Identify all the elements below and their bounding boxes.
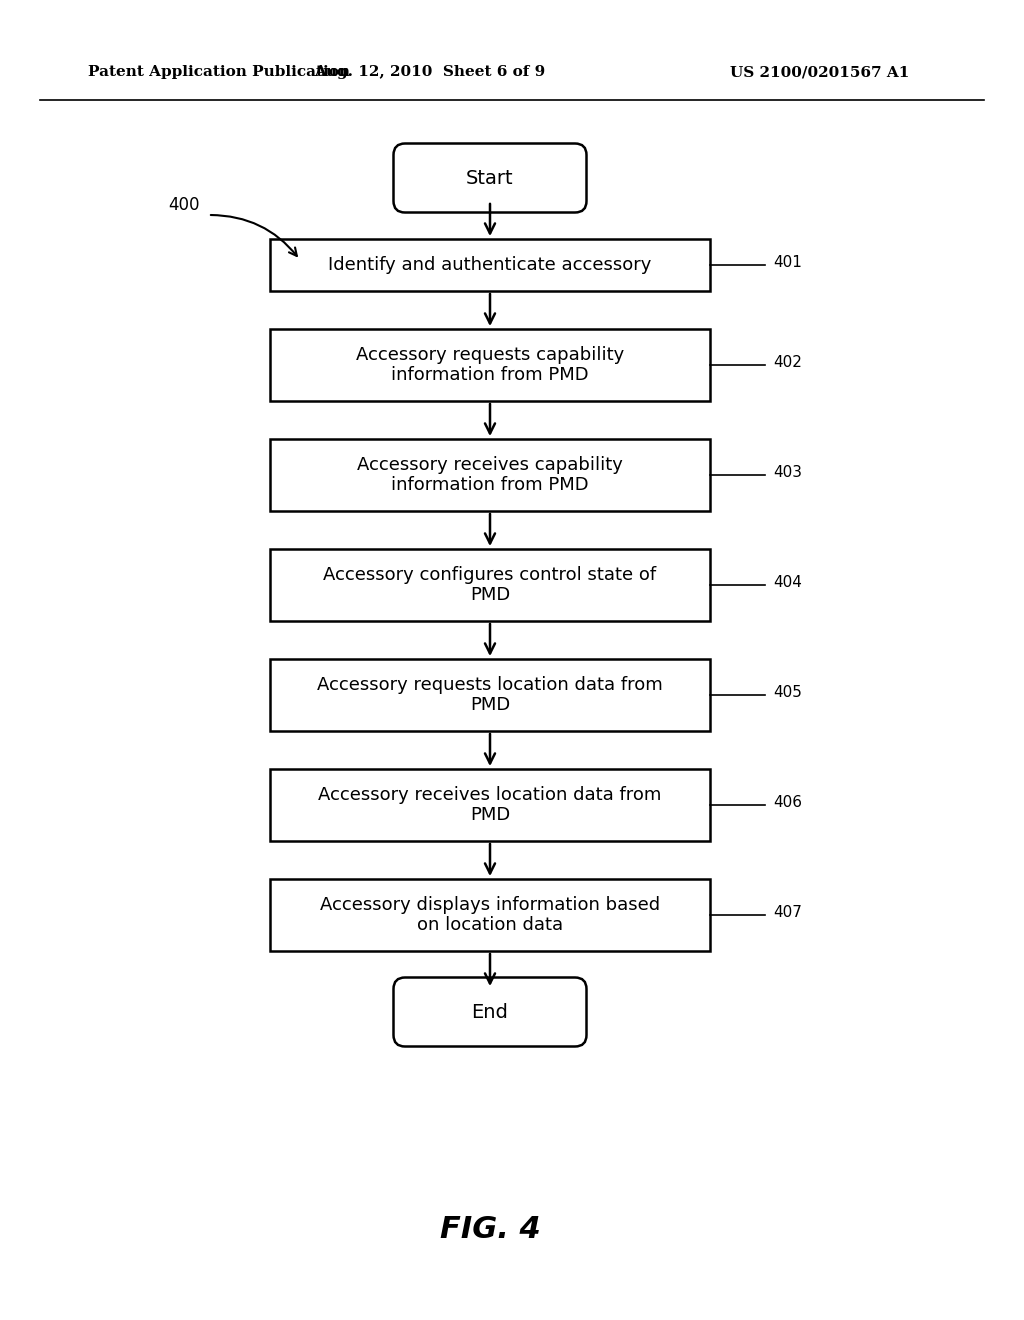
Bar xyxy=(270,239,710,290)
Bar xyxy=(270,549,710,620)
Text: US 2100/0201567 A1: US 2100/0201567 A1 xyxy=(730,65,909,79)
Text: 400: 400 xyxy=(168,195,200,214)
Bar xyxy=(270,440,710,511)
Text: Accessory requests location data from
PMD: Accessory requests location data from PM… xyxy=(317,676,663,714)
Text: End: End xyxy=(472,1002,509,1022)
Text: Aug. 12, 2010  Sheet 6 of 9: Aug. 12, 2010 Sheet 6 of 9 xyxy=(314,65,546,79)
Text: 404: 404 xyxy=(773,576,802,590)
Text: 402: 402 xyxy=(773,355,802,370)
Text: Accessory receives capability
information from PMD: Accessory receives capability informatio… xyxy=(357,455,623,495)
Bar xyxy=(270,659,710,731)
Text: Accessory requests capability
information from PMD: Accessory requests capability informatio… xyxy=(356,346,624,384)
Text: 407: 407 xyxy=(773,906,802,920)
Text: Accessory configures control state of
PMD: Accessory configures control state of PM… xyxy=(324,565,656,605)
Text: 401: 401 xyxy=(773,255,802,271)
Bar xyxy=(270,329,710,401)
Text: 403: 403 xyxy=(773,465,802,480)
Text: FIG. 4: FIG. 4 xyxy=(439,1216,541,1245)
Text: 405: 405 xyxy=(773,685,802,700)
Text: 406: 406 xyxy=(773,795,802,810)
Text: Accessory displays information based
on location data: Accessory displays information based on … xyxy=(319,895,660,935)
FancyBboxPatch shape xyxy=(393,144,587,213)
Bar xyxy=(270,879,710,950)
Text: Patent Application Publication: Patent Application Publication xyxy=(88,65,350,79)
FancyBboxPatch shape xyxy=(393,978,587,1047)
Text: Identify and authenticate accessory: Identify and authenticate accessory xyxy=(329,256,651,275)
Text: Accessory receives location data from
PMD: Accessory receives location data from PM… xyxy=(318,785,662,825)
Bar xyxy=(270,770,710,841)
Text: Start: Start xyxy=(466,169,514,187)
